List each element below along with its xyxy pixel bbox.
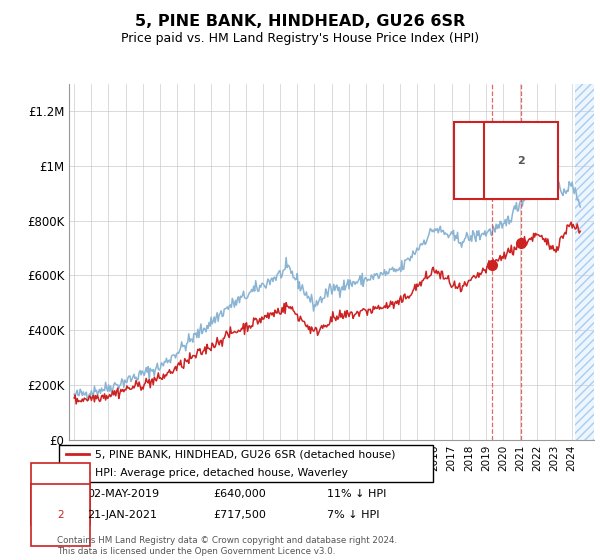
- Bar: [575, 84, 600, 440]
- FancyBboxPatch shape: [59, 445, 433, 482]
- Text: 2: 2: [57, 510, 64, 520]
- Bar: [575, 84, 600, 440]
- Text: 21-JAN-2021: 21-JAN-2021: [87, 510, 157, 520]
- Text: 5, PINE BANK, HINDHEAD, GU26 6SR: 5, PINE BANK, HINDHEAD, GU26 6SR: [135, 14, 465, 29]
- Text: 1: 1: [488, 156, 496, 166]
- Text: 7% ↓ HPI: 7% ↓ HPI: [327, 510, 380, 520]
- Text: £640,000: £640,000: [213, 489, 266, 499]
- Text: HPI: Average price, detached house, Waverley: HPI: Average price, detached house, Wave…: [95, 468, 347, 478]
- Text: 02-MAY-2019: 02-MAY-2019: [87, 489, 159, 499]
- Text: £717,500: £717,500: [213, 510, 266, 520]
- Text: Contains HM Land Registry data © Crown copyright and database right 2024.
This d: Contains HM Land Registry data © Crown c…: [57, 536, 397, 556]
- Text: Price paid vs. HM Land Registry's House Price Index (HPI): Price paid vs. HM Land Registry's House …: [121, 32, 479, 45]
- Text: 5, PINE BANK, HINDHEAD, GU26 6SR (detached house): 5, PINE BANK, HINDHEAD, GU26 6SR (detach…: [95, 449, 395, 459]
- Text: 2: 2: [517, 156, 525, 166]
- Text: 11% ↓ HPI: 11% ↓ HPI: [327, 489, 386, 499]
- Text: 1: 1: [57, 489, 64, 499]
